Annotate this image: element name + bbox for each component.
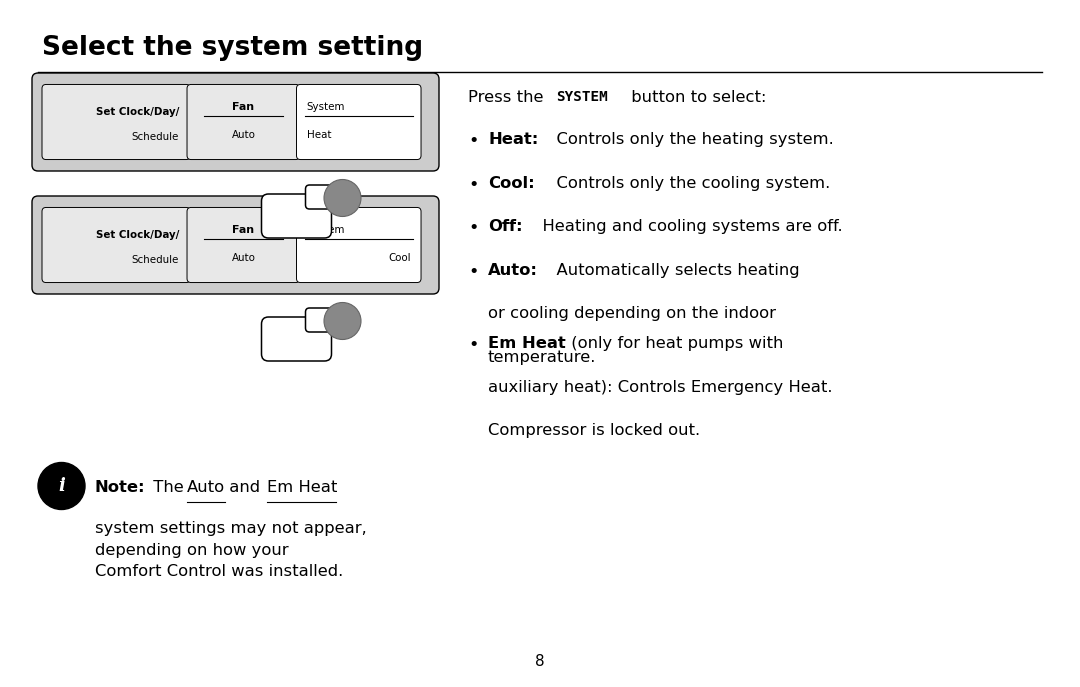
Text: Compressor is locked out.: Compressor is locked out. xyxy=(488,423,700,438)
Text: •: • xyxy=(468,132,478,150)
FancyBboxPatch shape xyxy=(187,85,300,159)
FancyBboxPatch shape xyxy=(42,207,190,282)
Text: Schedule: Schedule xyxy=(132,255,179,264)
FancyBboxPatch shape xyxy=(42,85,190,159)
FancyBboxPatch shape xyxy=(261,194,332,238)
Text: System: System xyxy=(307,225,345,235)
FancyBboxPatch shape xyxy=(261,317,332,361)
Text: and: and xyxy=(225,480,266,495)
Text: auxiliary heat): Controls Emergency Heat.: auxiliary heat): Controls Emergency Heat… xyxy=(488,379,833,394)
Text: Heat: Heat xyxy=(307,131,330,140)
Text: Schedule: Schedule xyxy=(132,132,179,142)
Text: Auto: Auto xyxy=(231,254,255,263)
Text: Set Clock/Day/: Set Clock/Day/ xyxy=(96,230,179,240)
Text: Controls only the cooling system.: Controls only the cooling system. xyxy=(545,175,829,190)
FancyBboxPatch shape xyxy=(187,207,300,282)
Text: Auto: Auto xyxy=(231,131,255,140)
Circle shape xyxy=(324,179,361,216)
Text: Heating and cooling systems are off.: Heating and cooling systems are off. xyxy=(532,219,842,234)
Text: or cooling depending on the indoor: or cooling depending on the indoor xyxy=(488,306,777,321)
Text: •: • xyxy=(468,262,478,280)
Text: •: • xyxy=(468,219,478,237)
Text: temperature.: temperature. xyxy=(488,350,596,365)
Text: i: i xyxy=(58,477,65,495)
Text: Fan: Fan xyxy=(232,102,255,112)
Text: Heat:: Heat: xyxy=(488,132,538,147)
Circle shape xyxy=(324,302,361,339)
Text: 8: 8 xyxy=(536,653,544,668)
Text: (only for heat pumps with: (only for heat pumps with xyxy=(567,336,784,351)
Text: SYSTEM: SYSTEM xyxy=(556,90,608,104)
Text: Note:: Note: xyxy=(95,480,146,495)
Text: Controls only the heating system.: Controls only the heating system. xyxy=(545,132,834,147)
Text: Auto: Auto xyxy=(187,480,225,495)
Text: Select the system setting: Select the system setting xyxy=(42,35,423,61)
Text: The: The xyxy=(149,480,189,495)
FancyBboxPatch shape xyxy=(32,196,438,294)
Text: Set Clock/Day/: Set Clock/Day/ xyxy=(96,107,179,117)
FancyBboxPatch shape xyxy=(297,207,421,282)
Text: Fan: Fan xyxy=(232,225,255,235)
Text: Cool: Cool xyxy=(389,254,411,263)
Text: Press the: Press the xyxy=(468,90,549,105)
Text: •: • xyxy=(468,175,478,194)
Text: Auto:: Auto: xyxy=(488,262,538,278)
Circle shape xyxy=(38,462,85,510)
Text: Cool:: Cool: xyxy=(488,175,535,190)
FancyBboxPatch shape xyxy=(306,308,339,332)
Text: Em Heat: Em Heat xyxy=(488,336,566,351)
FancyBboxPatch shape xyxy=(306,185,339,209)
Text: •: • xyxy=(468,336,478,354)
Text: system settings may not appear,
depending on how your
Comfort Control was instal: system settings may not appear, dependin… xyxy=(95,521,367,579)
FancyBboxPatch shape xyxy=(32,73,438,171)
Text: System: System xyxy=(307,102,345,112)
FancyBboxPatch shape xyxy=(297,85,421,159)
Text: Em Heat: Em Heat xyxy=(267,480,337,495)
Text: button to select:: button to select: xyxy=(625,90,766,105)
Text: Off:: Off: xyxy=(488,219,523,234)
Text: Automatically selects heating: Automatically selects heating xyxy=(545,262,799,278)
